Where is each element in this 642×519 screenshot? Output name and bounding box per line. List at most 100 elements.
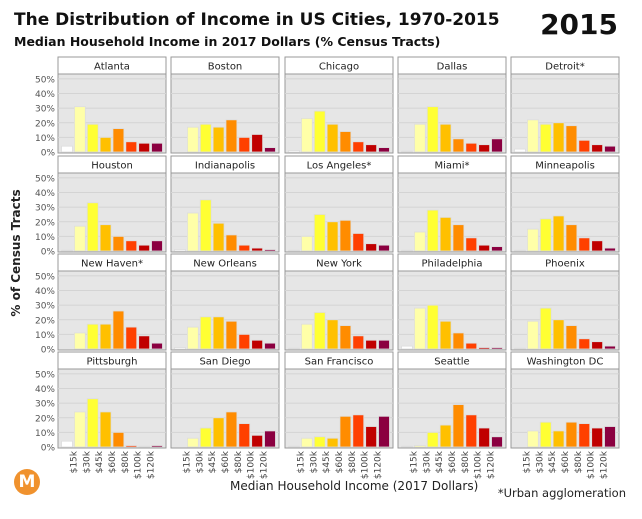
panel-phoenix: Phoenix — [510, 253, 620, 351]
bar — [539, 218, 552, 252]
bar — [288, 445, 300, 448]
bar — [591, 341, 604, 350]
x-tick-label: $60k — [108, 450, 118, 473]
x-tick-label: $15k — [69, 450, 79, 473]
y-axis-label: % of Census Tracts — [9, 189, 23, 316]
y-tick-label: 20% — [35, 218, 55, 228]
bar — [86, 202, 99, 252]
bar — [465, 342, 478, 350]
bar — [313, 312, 326, 350]
bar — [339, 325, 352, 350]
bar — [151, 142, 163, 153]
bar — [86, 123, 99, 153]
panel-san-diego: San Diego $15k $30k $45k $60k $80k $100k $120k — [170, 351, 280, 479]
bar — [491, 436, 503, 448]
bar — [300, 235, 313, 252]
bar — [264, 147, 276, 153]
y-tick-label: 20% — [35, 316, 55, 326]
panel-title: Pittsburgh — [87, 357, 138, 368]
x-tick-label: $30k — [422, 450, 432, 473]
bar — [526, 228, 539, 252]
y-tick-label: 30% — [35, 302, 55, 312]
panel-detroit-: Detroit* — [510, 56, 620, 154]
bar — [125, 240, 138, 252]
x-tick-label: $60k — [335, 450, 345, 473]
panel-title: Seattle — [434, 357, 469, 368]
bar — [99, 323, 112, 350]
bar — [151, 342, 163, 350]
x-tick-label: $15k — [182, 450, 192, 473]
bar — [112, 431, 125, 448]
x-tick-label: $80k — [121, 450, 131, 473]
y-tick-label: 10% — [35, 331, 55, 341]
bar — [591, 427, 604, 448]
bar — [426, 431, 439, 448]
bar — [151, 240, 163, 252]
panel-miami-: Miami* — [397, 155, 507, 253]
bar — [565, 125, 578, 153]
bar — [73, 225, 86, 252]
panel-title: New Orleans — [193, 259, 257, 270]
bar — [491, 347, 503, 350]
bar — [426, 209, 439, 252]
bar — [199, 427, 212, 448]
x-tick-label: $100k — [361, 450, 371, 479]
y-tick-label: 0% — [41, 444, 56, 454]
bar — [465, 414, 478, 448]
bar — [138, 244, 151, 252]
bar — [138, 445, 151, 448]
bar — [565, 224, 578, 252]
bar — [478, 347, 491, 350]
bar — [578, 338, 591, 350]
panel-title: San Francisco — [305, 357, 374, 368]
bar — [465, 237, 478, 252]
bar — [138, 335, 151, 350]
bar — [326, 319, 339, 350]
chart-subtitle: Median Household Income in 2017 Dollars … — [14, 34, 441, 49]
x-tick-label: $45k — [208, 450, 218, 473]
bar — [413, 445, 426, 448]
bar — [565, 325, 578, 350]
bar — [212, 126, 225, 153]
y-tick-label: 0% — [41, 248, 56, 258]
bar — [452, 138, 465, 153]
bar — [238, 244, 251, 252]
chart-title: The Distribution of Income in US Cities,… — [14, 10, 500, 30]
panel-title: New York — [316, 259, 362, 270]
x-tick-label: $80k — [234, 450, 244, 473]
logo-icon: M — [14, 469, 40, 495]
bar — [73, 106, 86, 153]
bar — [352, 335, 365, 350]
bar — [288, 249, 300, 252]
bar — [251, 339, 264, 350]
panel-title: Detroit* — [545, 62, 584, 73]
bar — [238, 136, 251, 153]
bar — [225, 411, 238, 448]
bar — [439, 320, 452, 350]
bar — [186, 126, 199, 153]
bar — [365, 426, 378, 448]
bar — [313, 110, 326, 153]
bar — [186, 437, 199, 448]
bar — [552, 430, 565, 448]
bar — [352, 414, 365, 448]
y-tick-label: 30% — [35, 105, 55, 115]
x-tick-label: $30k — [309, 450, 319, 473]
x-tick-label: $80k — [574, 450, 584, 473]
bar — [378, 147, 390, 153]
panel-background — [510, 270, 620, 351]
panel-los-angeles-: Los Angeles* — [284, 155, 394, 253]
bar — [288, 150, 300, 153]
bar — [199, 316, 212, 350]
bar — [439, 123, 452, 153]
y-tick-label: 30% — [35, 204, 55, 214]
bar — [339, 219, 352, 252]
bar — [288, 347, 300, 350]
panel-washington-dc: Washington DC $15k $30k $45k $60k $80k $100k $1… — [510, 351, 620, 479]
panel-title: Chicago — [319, 62, 359, 73]
x-tick-label: $120k — [600, 450, 610, 479]
panel-indianapolis: Indianapolis — [170, 155, 280, 253]
panel-new-orleans: New Orleans — [170, 253, 280, 351]
bar — [604, 426, 616, 448]
bar — [251, 247, 264, 252]
